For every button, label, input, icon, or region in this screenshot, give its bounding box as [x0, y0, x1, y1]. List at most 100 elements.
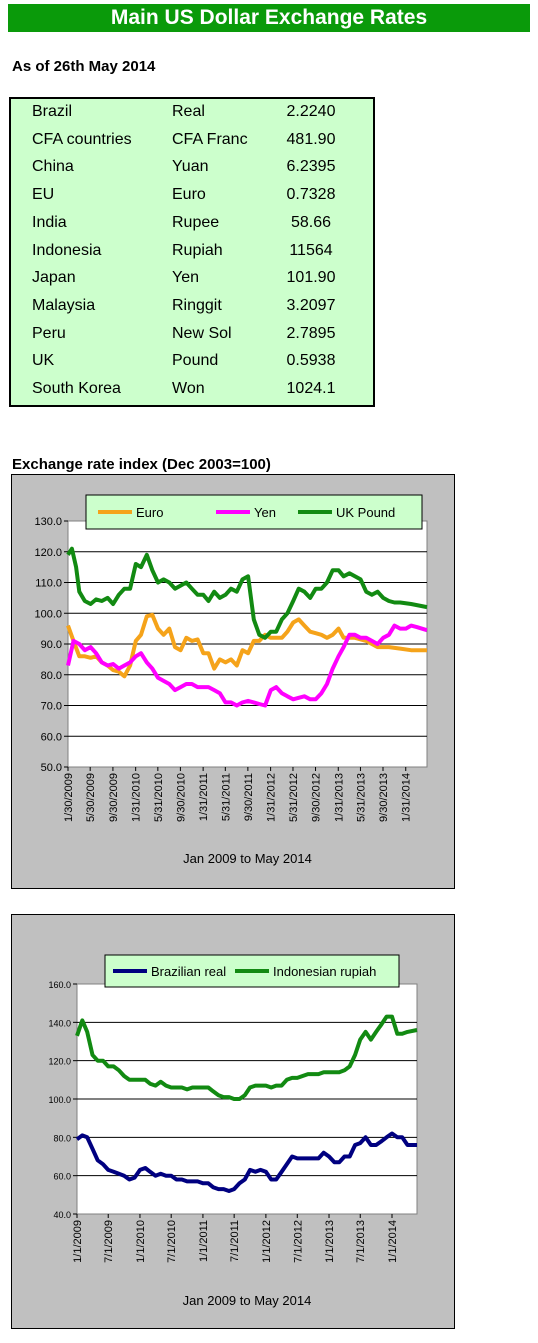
series-line-0: [66, 612, 427, 679]
currency-name: Ringgit: [172, 296, 222, 314]
country-name: UK: [32, 352, 55, 370]
x-tick-label: 1/31/2013: [333, 773, 345, 822]
x-tick-label: 1/1/2013: [324, 1220, 336, 1263]
y-tick-label: 120.0: [34, 547, 62, 559]
country-name: Japan: [32, 269, 76, 287]
x-tick-label: 5/31/2013: [355, 773, 367, 822]
rate-row: South Korea Won 1024.1: [11, 379, 373, 407]
series-line-2: [66, 546, 428, 640]
x-tick-label: 5/30/2009: [85, 773, 97, 822]
chart-1-frame: 130.0 120.0 110.0 100.0 90.0 80.0 70.0 60.0 50.0…: [11, 474, 455, 889]
rate-row: Malaysia Ringgit 3.2097: [11, 296, 373, 324]
y-tick-label: 100.0: [34, 608, 62, 620]
series-line-0: [75, 1131, 417, 1193]
rate-row: India Rupee 58.66: [11, 213, 373, 241]
currency-name: Euro: [172, 186, 206, 204]
chart-2-svg: 160.0 140.0 120.0 100.0 80.0 60.0 40.01/1/2009…: [48, 954, 418, 1308]
rate-row: Indonesia Rupiah 11564: [11, 241, 373, 269]
chart-2-frame: 160.0 140.0 120.0 100.0 80.0 60.0 40.0 1/1/2009…: [11, 914, 455, 1329]
legend-label: Indonesian rupiah: [273, 964, 376, 979]
rate-value: 101.90: [286, 269, 336, 287]
rate-value: 2.7895: [286, 324, 336, 342]
series-line-1: [66, 623, 428, 708]
rate-row: Brazil Real 2.2240: [11, 102, 373, 130]
x-tick-label: 5/31/2010: [153, 773, 165, 822]
rate-value: 0.7328: [286, 186, 336, 204]
currency-name: Pound: [172, 352, 219, 370]
country-name: CFA countries: [32, 130, 132, 148]
x-axis-title: Jan 2009 to May 2014: [183, 1293, 312, 1308]
rate-value: 3.2097: [286, 296, 336, 314]
y-tick-label: 140.0: [48, 1018, 71, 1028]
currency-name: Real: [172, 103, 205, 120]
x-tick-label: 1/1/2014: [387, 1220, 399, 1263]
rate-row: Japan Yen 101.90: [11, 268, 373, 296]
rate-value: 58.66: [290, 213, 332, 231]
rate-value: 2.2240: [286, 103, 336, 120]
y-tick-label: 90.0: [41, 639, 62, 651]
y-tick-label: 50.0: [41, 762, 62, 774]
legend-label: Brazilian real: [151, 964, 226, 979]
x-tick-label: 1/1/2011: [198, 1220, 210, 1262]
x-tick-label: 1/31/2014: [401, 773, 413, 822]
x-tick-label: 1/1/2012: [261, 1220, 273, 1263]
y-tick-label: 80.0: [41, 670, 62, 682]
legend-label: UK Pound: [336, 505, 395, 520]
legend-box: [85, 494, 423, 530]
rate-value: 0.5938: [286, 352, 336, 370]
y-tick-label: 100.0: [48, 1095, 71, 1105]
y-tick-label: 120.0: [48, 1057, 71, 1067]
x-axis-title: Jan 2009 to May 2014: [183, 851, 312, 866]
y-tick-label: 70.0: [41, 701, 62, 713]
currency-name: Rupee: [172, 213, 220, 231]
currency-name: Rupiah: [172, 241, 223, 259]
rate-value: 6.2395: [286, 158, 336, 176]
as-of-date: As of 26th May 2014: [12, 58, 156, 75]
x-tick-label: 5/31/2012: [288, 773, 300, 822]
x-tick-label: 1/31/2010: [131, 773, 143, 822]
x-tick-label: 9/30/2009: [108, 773, 120, 822]
country-name: Indonesia: [32, 241, 102, 259]
country-name: Peru: [32, 324, 66, 342]
rate-value: 481.90: [286, 130, 336, 148]
currency-name: CFA Franc: [172, 130, 248, 148]
currency-name: New Sol: [172, 324, 232, 342]
x-tick-label: 7/1/2011: [229, 1220, 241, 1262]
y-tick-label: 110.0: [35, 578, 62, 590]
legend-label: Yen: [254, 505, 276, 520]
x-tick-label: 1/1/2009: [72, 1220, 84, 1263]
page-title: Main US Dollar Exchange Rates: [8, 4, 530, 32]
y-tick-label: 130.0: [34, 516, 62, 528]
country-name: Malaysia: [32, 296, 96, 314]
rate-value: 11564: [289, 241, 333, 259]
rate-row: EU Euro 0.7328: [11, 185, 373, 213]
x-tick-label: 1/31/2012: [266, 773, 278, 822]
x-tick-label: 1/30/2009: [63, 773, 75, 822]
x-tick-label: 9/30/2012: [311, 773, 323, 822]
x-tick-label: 5/31/2011: [220, 773, 232, 821]
rate-value: 1024.1: [286, 380, 336, 397]
chart-heading: Exchange rate index (Dec 2003=100): [12, 456, 271, 473]
exchange-rate-table: Brazil Real 2.2240 CFA countries CFA Franc 48…: [9, 97, 375, 407]
country-name: Brazil: [32, 103, 73, 120]
x-tick-label: 7/1/2010: [166, 1220, 178, 1263]
x-tick-label: 7/1/2009: [103, 1220, 115, 1263]
rate-row: CFA countries CFA Franc 481.90: [11, 130, 373, 158]
rate-row: Peru New Sol 2.7895: [11, 324, 373, 352]
x-tick-label: 9/30/2010: [175, 773, 187, 822]
country-name: India: [32, 213, 67, 231]
y-tick-label: 60.0: [41, 731, 62, 743]
currency-name: Won: [172, 380, 205, 397]
x-tick-label: 1/1/2010: [135, 1220, 147, 1263]
country-name: EU: [32, 186, 55, 204]
y-tick-label: 40.0: [53, 1210, 71, 1220]
currency-name: Yen: [172, 269, 199, 287]
x-tick-label: 1/31/2011: [198, 773, 210, 821]
chart-1-svg: 130.0 120.0 110.0 100.0 90.0 80.0 70.0 60.0 50.0…: [34, 494, 428, 866]
rate-row: UK Pound 0.5938: [11, 351, 373, 379]
x-tick-label: 9/30/2011: [243, 773, 255, 821]
rate-row: China Yuan 6.2395: [11, 157, 373, 185]
series-line-1: [75, 1014, 418, 1101]
y-tick-label: 160.0: [48, 980, 71, 990]
currency-name: Yuan: [172, 158, 209, 176]
